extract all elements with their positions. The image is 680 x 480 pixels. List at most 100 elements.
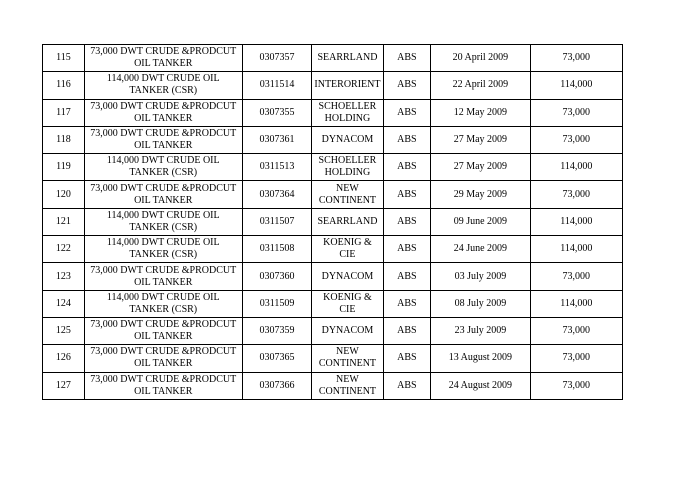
cell-delivery-date: 09 June 2009 (430, 207, 531, 237)
cell-vessel-type: 114,000 DWT CRUDE OIL TANKER (CSR) (83, 289, 243, 318)
cell-class-society: ABS (382, 43, 432, 73)
cell-owner: INTERORIENT (311, 71, 384, 100)
table-row: 118 73,000 DWT CRUDE &PRODCUT OIL TANKER 0… (42, 125, 624, 155)
cell-hull-number: 0311513 (241, 153, 313, 182)
cell-owner: KOENIG & CIE (311, 235, 384, 264)
cell-owner: KOENIG & CIE (311, 289, 384, 318)
cell-hull-number: 0307361 (241, 125, 313, 155)
cell-owner: NEW CONTINENT (311, 371, 384, 400)
cell-hull-number: 0307355 (241, 98, 313, 127)
cell-dwt: 73,000 (529, 371, 624, 400)
cell-hull-number: 0311514 (241, 71, 313, 100)
cell-delivery-date: 08 July 2009 (430, 289, 531, 318)
cell-hull-number: 0307357 (241, 43, 313, 73)
cell-owner: NEW CONTINENT (311, 180, 384, 209)
table-row: 117 73,000 DWT CRUDE &PRODCUT OIL TANKER 0… (42, 98, 624, 127)
table-row: 126 73,000 DWT CRUDE &PRODCUT OIL TANKER 0… (42, 344, 624, 373)
cell-class-society: ABS (382, 180, 432, 209)
cell-owner: DYNACOM (311, 125, 384, 155)
vessel-table: 115 73,000 DWT CRUDE &PRODCUT OIL TANKER 0… (42, 43, 624, 400)
cell-delivery-date: 12 May 2009 (430, 98, 531, 127)
table-row: 116 114,000 DWT CRUDE OIL TANKER (CSR) 031… (42, 71, 624, 100)
cell-class-society: ABS (382, 207, 432, 237)
cell-vessel-type: 73,000 DWT CRUDE &PRODCUT OIL TANKER (83, 180, 243, 209)
cell-owner: DYNACOM (311, 316, 384, 346)
cell-delivery-date: 03 July 2009 (430, 262, 531, 291)
cell-hull-number: 0311509 (241, 289, 313, 318)
cell-dwt: 73,000 (529, 125, 624, 155)
cell-dwt: 73,000 (529, 43, 624, 73)
table-row: 124 114,000 DWT CRUDE OIL TANKER (CSR) 031… (42, 289, 624, 318)
cell-class-society: ABS (382, 235, 432, 264)
cell-dwt: 73,000 (529, 344, 624, 373)
cell-row-number: 126 (42, 344, 85, 373)
cell-dwt: 73,000 (529, 98, 624, 127)
cell-hull-number: 0307364 (241, 180, 313, 209)
cell-vessel-type: 114,000 DWT CRUDE OIL TANKER (CSR) (83, 153, 243, 182)
cell-delivery-date: 22 April 2009 (430, 71, 531, 100)
cell-dwt: 73,000 (529, 316, 624, 346)
cell-row-number: 117 (42, 98, 85, 127)
cell-delivery-date: 13 August 2009 (430, 344, 531, 373)
cell-dwt: 73,000 (529, 262, 624, 291)
cell-dwt: 73,000 (529, 180, 624, 209)
table-row: 127 73,000 DWT CRUDE &PRODCUT OIL TANKER 0… (42, 371, 624, 400)
cell-vessel-type: 73,000 DWT CRUDE &PRODCUT OIL TANKER (83, 125, 243, 155)
cell-class-society: ABS (382, 98, 432, 127)
cell-owner: SEARRLAND (311, 207, 384, 237)
table-row: 119 114,000 DWT CRUDE OIL TANKER (CSR) 031… (42, 153, 624, 182)
cell-row-number: 123 (42, 262, 85, 291)
cell-owner: NEW CONTINENT (311, 344, 384, 373)
table-row: 120 73,000 DWT CRUDE &PRODCUT OIL TANKER 0… (42, 180, 624, 209)
cell-row-number: 115 (42, 43, 85, 73)
cell-row-number: 121 (42, 207, 85, 237)
cell-owner: SEARRLAND (311, 43, 384, 73)
cell-owner: DYNACOM (311, 262, 384, 291)
cell-row-number: 116 (42, 71, 85, 100)
cell-class-society: ABS (382, 344, 432, 373)
cell-hull-number: 0311507 (241, 207, 313, 237)
cell-row-number: 124 (42, 289, 85, 318)
cell-vessel-type: 73,000 DWT CRUDE &PRODCUT OIL TANKER (83, 98, 243, 127)
cell-delivery-date: 27 May 2009 (430, 153, 531, 182)
table-row: 115 73,000 DWT CRUDE &PRODCUT OIL TANKER 0… (42, 43, 624, 73)
cell-hull-number: 0311508 (241, 235, 313, 264)
cell-row-number: 122 (42, 235, 85, 264)
cell-row-number: 127 (42, 371, 85, 400)
table-row: 123 73,000 DWT CRUDE &PRODCUT OIL TANKER 0… (42, 262, 624, 291)
cell-vessel-type: 73,000 DWT CRUDE &PRODCUT OIL TANKER (83, 43, 243, 73)
cell-class-society: ABS (382, 153, 432, 182)
cell-class-society: ABS (382, 371, 432, 400)
cell-delivery-date: 24 August 2009 (430, 371, 531, 400)
cell-class-society: ABS (382, 125, 432, 155)
cell-hull-number: 0307360 (241, 262, 313, 291)
cell-vessel-type: 73,000 DWT CRUDE &PRODCUT OIL TANKER (83, 371, 243, 400)
cell-class-society: ABS (382, 289, 432, 318)
cell-vessel-type: 114,000 DWT CRUDE OIL TANKER (CSR) (83, 71, 243, 100)
cell-hull-number: 0307359 (241, 316, 313, 346)
cell-owner: SCHOELLER HOLDING (311, 98, 384, 127)
cell-vessel-type: 73,000 DWT CRUDE &PRODCUT OIL TANKER (83, 316, 243, 346)
cell-class-society: ABS (382, 316, 432, 346)
cell-delivery-date: 24 June 2009 (430, 235, 531, 264)
table-row: 121 114,000 DWT CRUDE OIL TANKER (CSR) 031… (42, 207, 624, 237)
cell-delivery-date: 27 May 2009 (430, 125, 531, 155)
cell-dwt: 114,000 (529, 235, 624, 264)
cell-delivery-date: 20 April 2009 (430, 43, 531, 73)
cell-row-number: 118 (42, 125, 85, 155)
cell-vessel-type: 73,000 DWT CRUDE &PRODCUT OIL TANKER (83, 344, 243, 373)
cell-row-number: 120 (42, 180, 85, 209)
cell-class-society: ABS (382, 71, 432, 100)
cell-dwt: 114,000 (529, 71, 624, 100)
cell-dwt: 114,000 (529, 207, 624, 237)
cell-row-number: 125 (42, 316, 85, 346)
cell-hull-number: 0307365 (241, 344, 313, 373)
table-row: 125 73,000 DWT CRUDE &PRODCUT OIL TANKER 0… (42, 316, 624, 346)
cell-dwt: 114,000 (529, 289, 624, 318)
cell-class-society: ABS (382, 262, 432, 291)
cell-vessel-type: 114,000 DWT CRUDE OIL TANKER (CSR) (83, 207, 243, 237)
cell-hull-number: 0307366 (241, 371, 313, 400)
cell-dwt: 114,000 (529, 153, 624, 182)
cell-vessel-type: 73,000 DWT CRUDE &PRODCUT OIL TANKER (83, 262, 243, 291)
cell-delivery-date: 29 May 2009 (430, 180, 531, 209)
